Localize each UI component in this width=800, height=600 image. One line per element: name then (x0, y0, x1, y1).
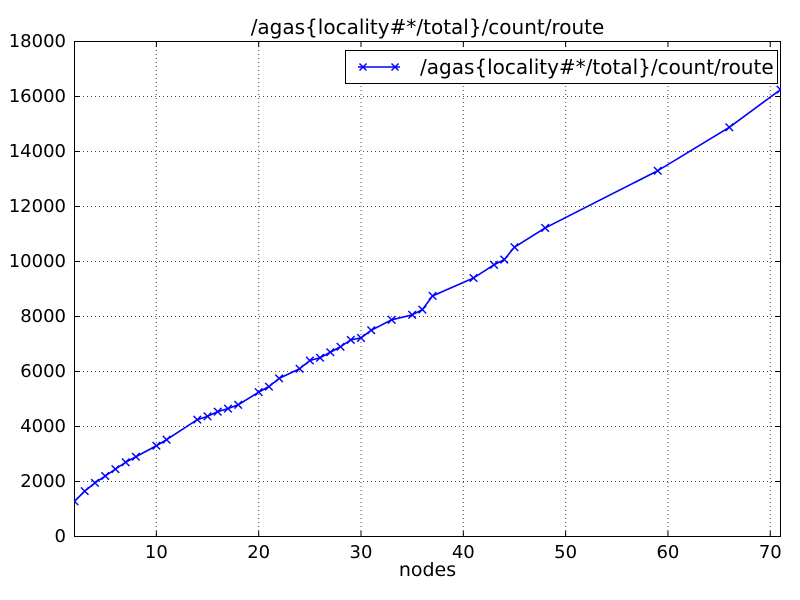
series-marker-x (111, 464, 120, 474)
series-marker-x (653, 166, 663, 176)
series-marker-x (192, 415, 202, 424)
x-tick-label: 70 (758, 542, 782, 563)
chart-title: /agas{locality#*/total}/count/route (250, 15, 605, 39)
y-tick-label: 18000 (8, 30, 66, 52)
x-tick-label: 40 (451, 542, 475, 563)
plot-area (74, 41, 781, 537)
series-marker-x (326, 347, 335, 357)
series-marker-x (469, 273, 478, 283)
series-marker-x (74, 497, 79, 503)
y-tick-label: 0 (54, 525, 66, 547)
x-tick-label: 50 (554, 542, 578, 563)
y-tick-label: 12000 (8, 195, 66, 217)
series-marker-x (407, 310, 417, 320)
series-marker-x (540, 223, 550, 233)
series-marker-x (233, 400, 243, 410)
series-marker-x (80, 486, 90, 496)
series-marker-x (162, 435, 171, 444)
series-marker-x (100, 471, 110, 481)
series-marker-x (315, 353, 325, 363)
legend-line-sample-icon (358, 63, 400, 71)
y-tick-label: 4000 (20, 415, 66, 437)
series-marker-x (336, 342, 345, 352)
series-marker-x (213, 407, 223, 416)
y-tick-label: 16000 (8, 85, 66, 107)
series-marker-x (776, 88, 781, 94)
series-marker-x (356, 333, 366, 343)
series-marker-x (489, 260, 499, 270)
series-marker-x (131, 452, 141, 462)
series-marker-x (428, 291, 437, 301)
series-marker-x (295, 364, 304, 374)
x-tick-label: 30 (349, 542, 373, 563)
series-marker-x (366, 325, 376, 335)
y-tick-label: 8000 (20, 305, 66, 327)
series-marker-x (305, 356, 315, 365)
series-marker-x (121, 457, 130, 467)
series-marker-x (274, 374, 284, 383)
series-marker-x (418, 305, 427, 314)
y-tick-label: 2000 (20, 470, 66, 492)
series-marker-x (152, 441, 161, 451)
x-tick-label: 10 (144, 542, 168, 563)
series-marker-x (203, 412, 212, 421)
series-marker-x (223, 404, 233, 413)
series-marker-x (387, 315, 396, 325)
series-marker-x (725, 123, 734, 132)
x-axis-label: nodes (398, 559, 457, 581)
y-tick-label: 6000 (20, 360, 66, 382)
series-marker-x (510, 242, 519, 252)
y-tick-label: 14000 (8, 140, 66, 162)
series-marker-x (346, 335, 356, 345)
series-marker-x (499, 255, 509, 264)
series-marker-x (264, 382, 274, 391)
axes-spines (74, 41, 781, 537)
legend: /agas{locality#*/total}/count/route (345, 50, 778, 84)
legend-entry-label: /agas{locality#*/total}/count/route (420, 55, 774, 79)
series-marker-x (90, 478, 100, 488)
x-tick-label: 20 (247, 542, 271, 563)
series-marker-x (254, 387, 263, 397)
y-tick-label: 10000 (8, 250, 66, 272)
x-tick-label: 60 (656, 542, 680, 563)
